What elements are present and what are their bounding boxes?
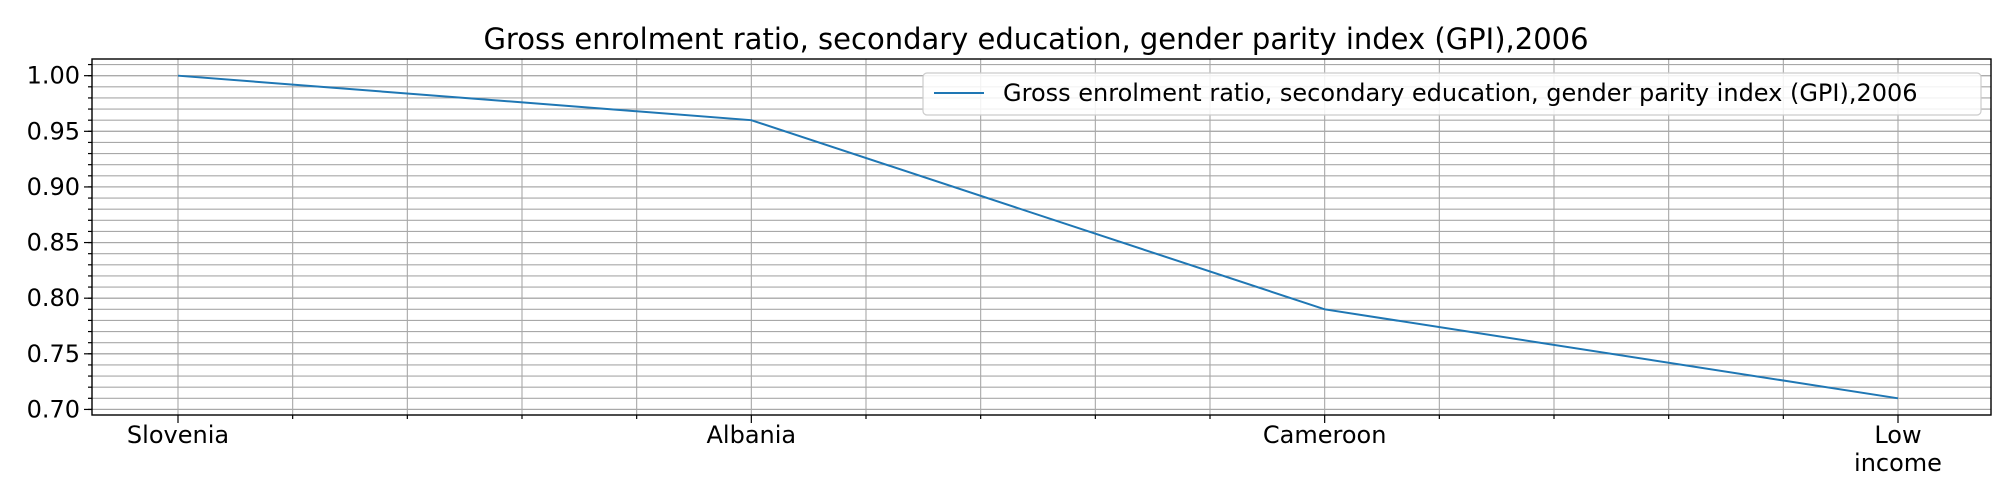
legend-label: Gross enrolment ratio, secondary educati… xyxy=(1003,79,1918,107)
legend-box xyxy=(922,72,1982,116)
y-tick-label: 0.70 xyxy=(27,395,80,423)
y-tick-label: 0.75 xyxy=(27,340,80,368)
x-tick-label: Slovenia xyxy=(127,421,229,449)
axis-ticks xyxy=(84,63,1899,423)
x-tick-label: Albania xyxy=(707,421,797,449)
y-tick-label: 0.95 xyxy=(27,117,80,145)
series-line xyxy=(177,74,1899,400)
y-tick-label: 1.00 xyxy=(27,62,80,90)
y-tick-labels: 0.70 0.75 0.80 0.85 0.90 0.95 1.00 xyxy=(27,62,80,424)
y-tick-label: 0.90 xyxy=(27,173,80,201)
chart-title: Gross enrolment ratio, secondary educati… xyxy=(483,22,1588,56)
plot-area-frame xyxy=(91,58,1992,416)
x-tick-labels: Slovenia Albania Cameroon Low income xyxy=(127,421,1942,477)
legend: Gross enrolment ratio, secondary educati… xyxy=(922,72,1982,116)
x-tick-label: Low income xyxy=(1854,421,1942,477)
y-tick-label: 0.85 xyxy=(27,229,80,257)
x-tick-label: Cameroon xyxy=(1263,421,1387,449)
y-tick-label: 0.80 xyxy=(27,284,80,312)
series-group xyxy=(177,74,1899,400)
